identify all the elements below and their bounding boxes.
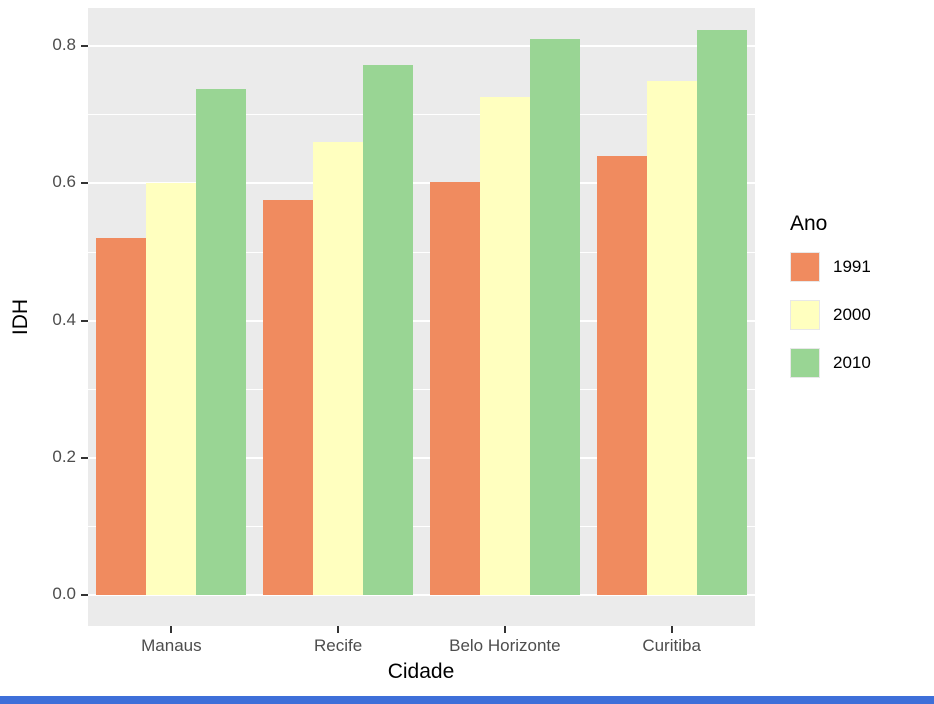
y-tick-mark xyxy=(81,319,88,322)
gridline-major xyxy=(88,45,755,48)
legend-label-2000: 2000 xyxy=(833,305,871,324)
bar-belo-horizonte-2000 xyxy=(479,96,530,595)
legend: Ano 1991 2000 2010 xyxy=(790,212,871,378)
legend-label-2010: 2010 xyxy=(833,353,871,372)
bar-belo-horizonte-1991 xyxy=(429,182,480,595)
legend-item: 1991 xyxy=(790,252,871,282)
bar-belo-horizonte-2010 xyxy=(529,39,580,595)
gridline-major xyxy=(88,594,755,596)
x-tick-mark xyxy=(170,626,173,633)
bottom-scrollbar[interactable] xyxy=(0,696,934,704)
x-tick-mark xyxy=(337,626,340,633)
bar-recife-2010 xyxy=(363,65,414,595)
gridline-minor xyxy=(88,525,755,527)
gridline-major xyxy=(88,456,755,459)
gridline-major xyxy=(88,182,755,185)
gridline-minor xyxy=(88,251,755,253)
gridline-minor xyxy=(88,388,755,390)
y-tick-mark xyxy=(81,45,88,48)
x-tick-label: Recife xyxy=(314,636,363,655)
bar-curitiba-2010 xyxy=(696,30,747,595)
x-tick-mark xyxy=(670,626,673,633)
y-tick-label: 0.8 xyxy=(52,35,76,55)
bar-recife-2000 xyxy=(313,142,364,595)
bar-manaus-2010 xyxy=(196,89,247,595)
gridline-minor xyxy=(88,114,755,116)
legend-swatch-2010 xyxy=(790,348,820,378)
bar-recife-1991 xyxy=(263,199,314,595)
legend-item: 2000 xyxy=(790,300,871,330)
x-tick-mark xyxy=(503,626,506,633)
bar-curitiba-1991 xyxy=(596,155,647,595)
legend-item: 2010 xyxy=(790,348,871,378)
plot-panel xyxy=(88,8,755,626)
x-tick-label: Belo Horizonte xyxy=(449,636,561,655)
legend-title: Ano xyxy=(790,212,828,235)
legend-swatch-2000 xyxy=(790,300,820,330)
y-tick-label: 0.0 xyxy=(52,584,76,603)
y-tick-label: 0.2 xyxy=(52,446,76,466)
bar-curitiba-2000 xyxy=(646,80,697,595)
x-tick-label: Manaus xyxy=(141,636,202,655)
legend-swatch-1991 xyxy=(790,252,820,282)
x-tick-label: Curitiba xyxy=(642,636,701,655)
bar-manaus-2000 xyxy=(146,182,197,595)
y-tick-mark xyxy=(81,456,88,459)
legend-items: 1991 2000 2010 xyxy=(790,252,871,378)
y-tick-mark xyxy=(81,182,88,185)
y-axis-title: IDH xyxy=(9,298,32,336)
y-tick-label: 0.6 xyxy=(52,172,76,192)
gridline-major xyxy=(88,319,755,322)
legend-label-1991: 1991 xyxy=(833,257,871,276)
bar-manaus-1991 xyxy=(96,237,147,595)
y-tick-mark xyxy=(81,594,88,596)
x-axis-title: Cidade xyxy=(387,660,455,683)
